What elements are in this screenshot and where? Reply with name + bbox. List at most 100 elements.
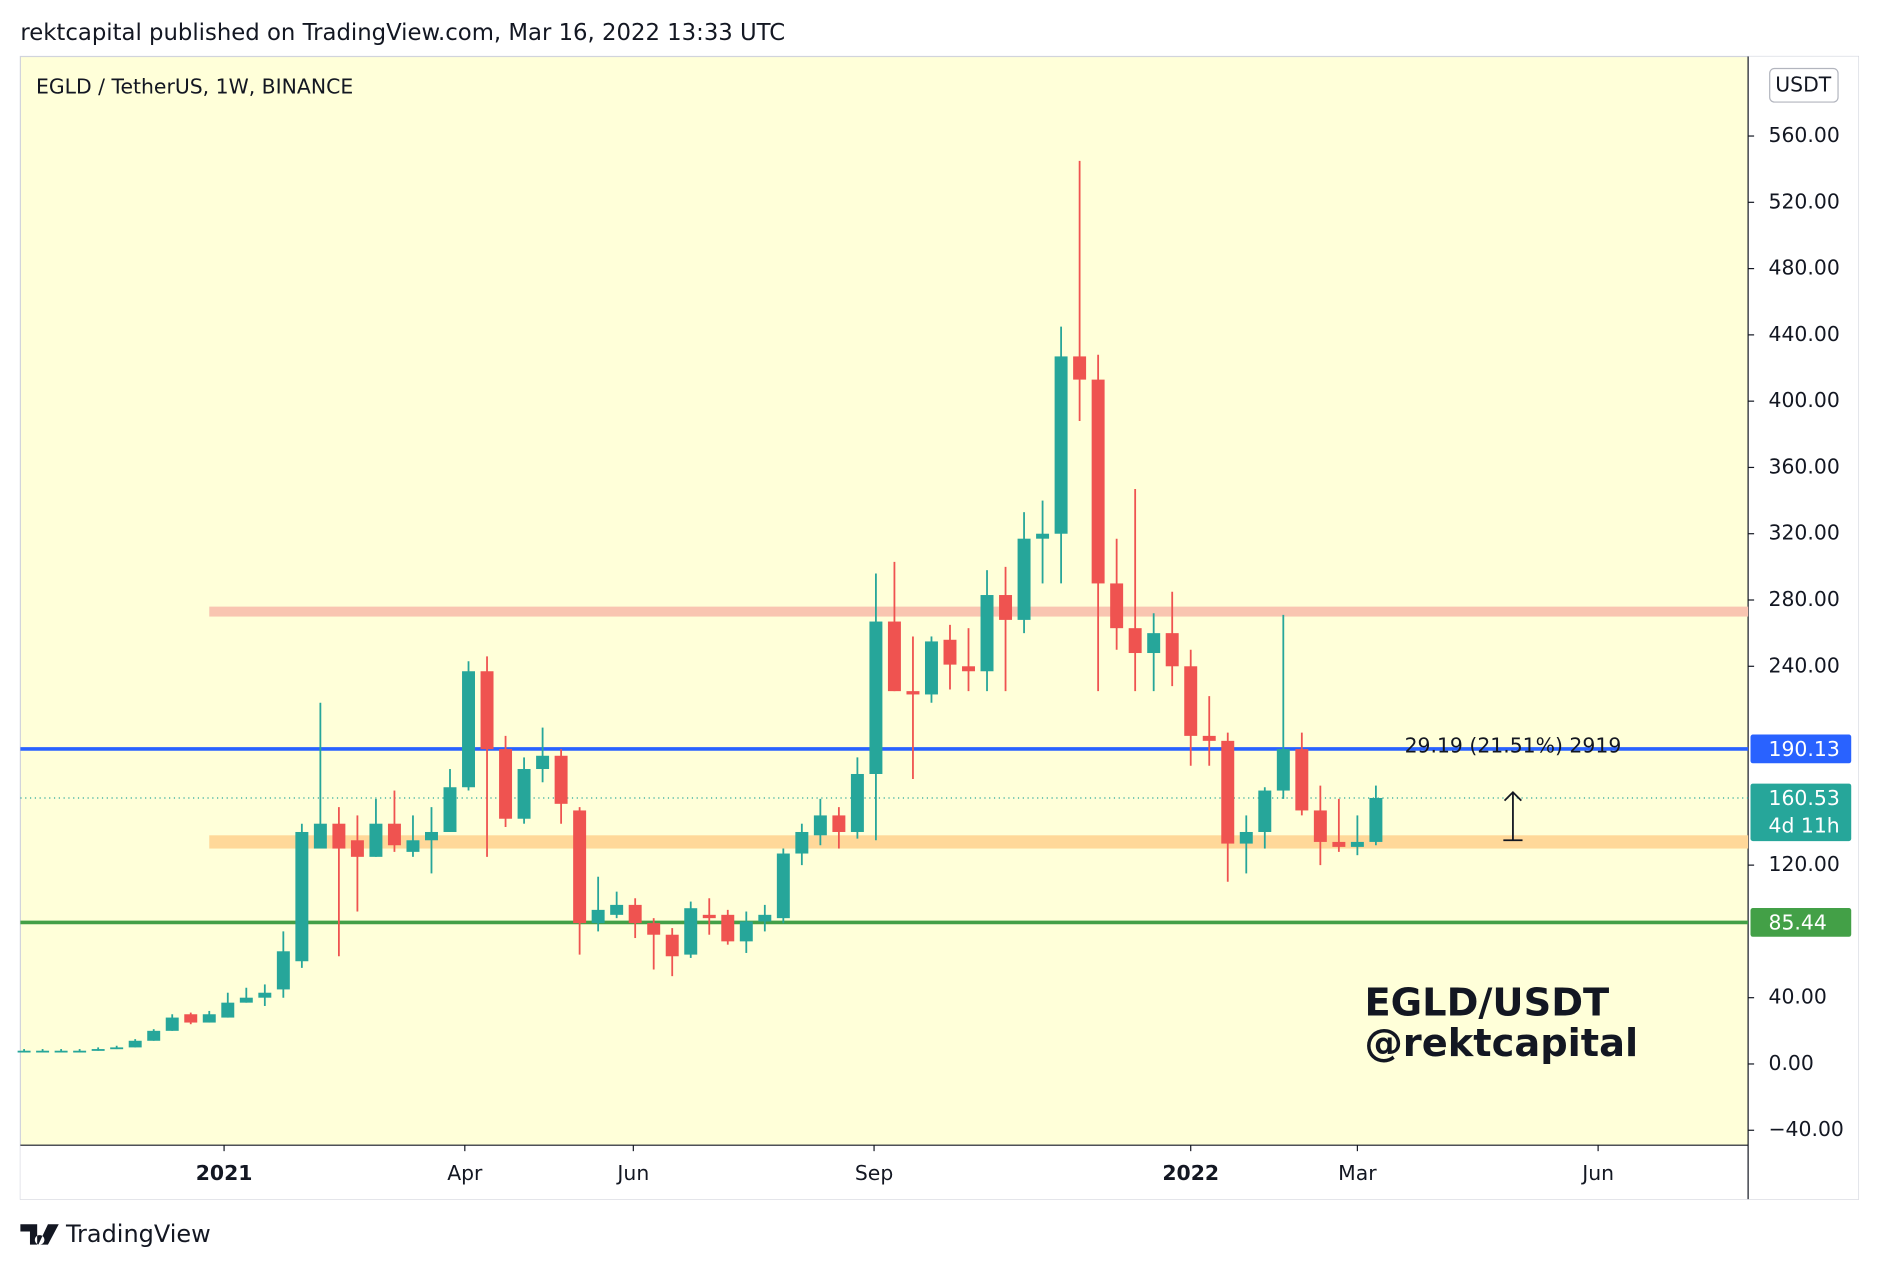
- candle-body: [554, 755, 568, 804]
- price-tag-label: 85.44: [1768, 911, 1826, 935]
- candle-body: [332, 823, 346, 849]
- candle-body: [1184, 666, 1198, 736]
- y-tick-label: 560.00: [1768, 123, 1839, 147]
- x-tick-label: Mar: [1338, 1161, 1377, 1185]
- y-tick-label: 120.00: [1768, 852, 1839, 876]
- x-tick-label: 2022: [1162, 1161, 1219, 1185]
- currency-box: [1769, 67, 1839, 103]
- candle-body: [295, 831, 309, 962]
- candle-body: [165, 1017, 179, 1031]
- y-tick-label: 400.00: [1768, 388, 1839, 412]
- candle-body: [17, 1050, 31, 1053]
- candle-body: [1165, 633, 1179, 667]
- candle-body: [1017, 538, 1031, 620]
- candle-body: [369, 823, 383, 857]
- symbol: EGLD / TetherUS, 1W, BINANCE: [36, 75, 353, 99]
- candle-body: [1221, 740, 1235, 844]
- candle-body: [1110, 583, 1124, 629]
- candle-body: [54, 1050, 68, 1053]
- price-tag: [1750, 908, 1852, 937]
- candle-body: [869, 621, 883, 774]
- x-tick-label: 2021: [196, 1161, 253, 1185]
- candle-body: [425, 831, 438, 841]
- candle-body: [665, 934, 679, 957]
- candle-body: [1128, 628, 1142, 654]
- candle-body: [573, 810, 587, 924]
- candle-body: [610, 904, 624, 915]
- countdown: 4d 11h: [1768, 814, 1839, 838]
- price-tag-label: 190.13: [1768, 737, 1839, 761]
- tv-logo: [20, 1224, 59, 1245]
- y-tick-label: 0.00: [1768, 1051, 1813, 1075]
- candle-body: [110, 1047, 124, 1050]
- candle-body: [1147, 633, 1161, 654]
- candle-body: [1276, 749, 1290, 791]
- candle-body: [850, 773, 864, 832]
- candle-body: [1054, 356, 1068, 534]
- candle-body: [313, 823, 327, 849]
- y-tick-label: 520.00: [1768, 189, 1839, 213]
- price-axis-bg: [1748, 56, 1859, 1200]
- y-tick-label: 480.00: [1768, 256, 1839, 280]
- time-axis-bg: [20, 1145, 1749, 1200]
- candle-body: [387, 823, 401, 846]
- candle-body: [1091, 379, 1105, 584]
- candle-body: [1369, 797, 1383, 842]
- candle-body: [36, 1050, 50, 1053]
- candle-body: [647, 923, 661, 935]
- candle-body: [591, 909, 605, 924]
- candle-body: [221, 1002, 235, 1018]
- candle-body: [1350, 841, 1364, 847]
- measure-head: [1503, 790, 1522, 802]
- candle-body: [887, 621, 901, 692]
- candle-body: [462, 671, 475, 788]
- candle-body: [721, 914, 735, 942]
- x-tick-label: Apr: [447, 1161, 483, 1185]
- candle-body: [1202, 735, 1216, 741]
- y-tick-label: 320.00: [1768, 521, 1839, 545]
- x-tick-label: Jun: [1580, 1161, 1614, 1185]
- candle-body: [943, 639, 957, 665]
- candle-body: [1295, 749, 1309, 811]
- candle-body: [758, 914, 772, 922]
- candle-body: [147, 1030, 161, 1041]
- candle-body: [1258, 790, 1272, 832]
- candle-body: [184, 1014, 198, 1023]
- header: rektcapital published on TradingView.com…: [20, 20, 785, 46]
- currency: USDT: [1775, 72, 1832, 96]
- candle-body: [480, 671, 494, 750]
- candle-body: [91, 1049, 105, 1051]
- chart-frame: [19, 55, 1860, 1200]
- candle-body: [795, 831, 809, 854]
- y-tick-label: 360.00: [1768, 454, 1839, 478]
- candle-body: [1073, 356, 1087, 380]
- price-tag: [1750, 783, 1852, 842]
- watermark: EGLD/USDT: [1364, 980, 1609, 1025]
- candle-body: [962, 666, 975, 672]
- measure-label: 29.19 (21.51%) 2919: [1405, 734, 1622, 758]
- candle-body: [999, 595, 1013, 620]
- candle-body: [684, 908, 698, 955]
- candle-body: [1036, 533, 1050, 539]
- y-tick-label: 440.00: [1768, 322, 1839, 346]
- candle-body: [813, 815, 827, 836]
- candle-body: [536, 755, 550, 770]
- x-tick-label: Jun: [615, 1161, 649, 1185]
- candle-body: [906, 691, 920, 695]
- candle-body: [239, 997, 253, 1003]
- candle-body: [202, 1014, 216, 1023]
- candle-body: [1313, 810, 1327, 842]
- price-tag-label: 160.53: [1768, 786, 1839, 810]
- candle-body: [443, 787, 457, 832]
- brand: TradingView: [65, 1220, 211, 1248]
- candle-body: [128, 1040, 142, 1048]
- candle-body: [258, 992, 272, 998]
- y-tick-label: 280.00: [1768, 587, 1839, 611]
- candle-body: [1332, 841, 1346, 847]
- zone: [209, 835, 1749, 849]
- candle-body: [832, 815, 846, 832]
- zone: [209, 606, 1749, 617]
- price-tag: [1750, 734, 1852, 764]
